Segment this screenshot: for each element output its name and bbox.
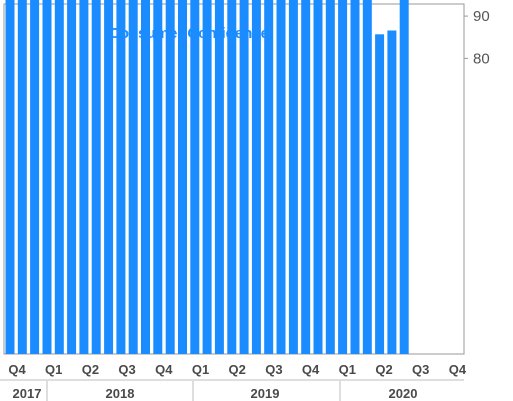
bar (227, 0, 237, 354)
bar (30, 0, 40, 354)
quarter-tick-label: Q4 (8, 362, 26, 377)
bar (91, 0, 101, 354)
year-label: 2017 (13, 386, 42, 401)
quarter-tick-label: Q2 (82, 362, 99, 377)
y-tick-label: 80 (473, 50, 490, 67)
quarter-tick-label: Q1 (339, 362, 356, 377)
bar (251, 0, 261, 354)
bar (350, 0, 360, 354)
bar (17, 0, 27, 354)
bar (375, 34, 385, 355)
bar-series (5, 0, 409, 355)
bar (362, 0, 372, 355)
bar (301, 0, 311, 354)
y-tick-label: 90 (473, 8, 490, 25)
bar (104, 0, 114, 354)
bar (178, 0, 187, 355)
quarter-tick-label: Q2 (375, 362, 392, 377)
quarter-tick-label: Q1 (45, 362, 62, 377)
quarter-tick-label: Q3 (265, 362, 282, 377)
bar (141, 0, 150, 354)
bar (338, 0, 348, 354)
bar (128, 0, 138, 354)
bar (325, 0, 335, 354)
bar (42, 0, 52, 354)
bar (67, 0, 77, 354)
quarter-tick-label: Q1 (192, 362, 209, 377)
bar (387, 30, 397, 354)
bar (276, 0, 286, 355)
bar (116, 0, 126, 354)
bar (79, 0, 89, 354)
quarter-tick-label: Q4 (302, 362, 320, 377)
bar (165, 0, 175, 355)
quarter-tick-label: Q2 (229, 362, 246, 377)
bar (5, 0, 15, 354)
bar (399, 0, 409, 355)
quarter-tick-label: Q4 (155, 362, 173, 377)
year-label: 2020 (389, 386, 418, 401)
year-label: 2018 (106, 386, 135, 401)
bar (264, 0, 274, 354)
bar (288, 0, 298, 354)
quarter-tick-label: Q4 (449, 362, 467, 377)
bar (54, 0, 64, 354)
bar (153, 0, 163, 354)
bar (190, 0, 200, 354)
bar (214, 0, 224, 354)
quarter-tick-label: Q3 (412, 362, 429, 377)
bar (202, 0, 212, 354)
bar (239, 0, 249, 354)
year-label: 2019 (251, 386, 280, 401)
y-axis: 8090110120130140150 (464, 8, 490, 67)
quarter-tick-label: Q3 (118, 362, 135, 377)
x-axis: Q4 Q1 Q2 Q3 Q4 Q1 Q2 Q3 Q4 Q1 Q2 Q3 Q4 2017 2018 2019 20… (8, 362, 467, 401)
bar (313, 0, 323, 354)
